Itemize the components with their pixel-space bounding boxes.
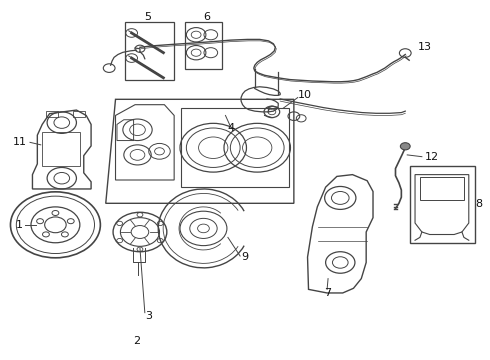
Text: 5: 5 xyxy=(144,12,151,22)
Bar xyxy=(125,22,174,80)
Text: 4: 4 xyxy=(228,123,235,133)
Bar xyxy=(42,132,80,166)
Text: 9: 9 xyxy=(242,252,248,262)
Text: 2: 2 xyxy=(133,336,140,346)
Text: 10: 10 xyxy=(297,90,312,100)
Text: 11: 11 xyxy=(13,138,27,147)
Text: 3: 3 xyxy=(145,311,152,321)
Text: 8: 8 xyxy=(475,199,482,210)
Circle shape xyxy=(400,143,410,150)
Bar xyxy=(410,166,475,243)
Bar xyxy=(46,111,58,117)
Text: 13: 13 xyxy=(418,42,432,52)
Text: 7: 7 xyxy=(324,288,332,298)
Bar xyxy=(420,177,464,200)
Text: 1: 1 xyxy=(16,220,23,230)
Text: 12: 12 xyxy=(425,152,439,162)
Text: 6: 6 xyxy=(203,12,210,22)
Bar xyxy=(73,111,85,117)
Bar xyxy=(185,22,222,69)
